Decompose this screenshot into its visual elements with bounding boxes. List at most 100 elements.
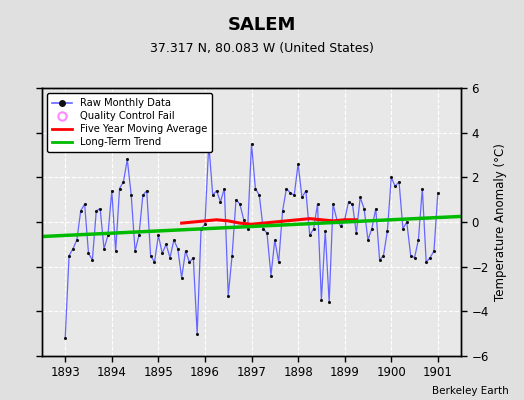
Point [123,156,132,163]
Point [139,192,147,198]
Point [336,223,345,230]
Point [69,246,77,252]
Point [313,201,322,207]
Point [61,335,69,341]
Point [368,226,376,232]
Point [259,226,267,232]
Point [204,141,213,147]
Point [267,272,275,279]
Point [220,185,228,192]
Point [282,185,291,192]
Point [84,250,93,256]
Point [286,190,294,196]
Point [364,237,372,243]
Point [251,185,259,192]
Point [375,257,384,263]
Text: Berkeley Earth: Berkeley Earth [432,386,508,396]
Point [247,141,256,147]
Point [407,252,415,259]
Point [197,226,205,232]
Point [170,237,178,243]
Point [92,208,101,214]
Point [100,246,108,252]
Point [325,299,333,306]
Point [135,232,143,238]
Point [201,221,209,228]
Point [146,252,155,259]
Point [212,188,221,194]
Point [395,178,403,185]
Point [360,206,368,212]
Point [255,192,264,198]
Point [341,216,349,223]
Point [422,259,430,266]
Point [426,254,434,261]
Point [414,237,422,243]
Point [278,208,287,214]
Point [104,232,112,238]
Point [430,248,438,254]
Point [329,201,337,207]
Point [333,216,341,223]
Point [356,194,364,201]
Point [298,194,306,201]
Text: SALEM: SALEM [228,16,296,34]
Point [216,199,225,205]
Point [73,237,81,243]
Point [173,246,182,252]
Text: 37.317 N, 80.083 W (United States): 37.317 N, 80.083 W (United States) [150,42,374,55]
Point [162,241,170,248]
Point [189,254,198,261]
Point [224,292,233,299]
Point [150,259,159,266]
Point [65,252,73,259]
Point [418,185,427,192]
Point [96,206,104,212]
Point [228,252,236,259]
Point [352,230,361,236]
Point [372,206,380,212]
Point [107,188,116,194]
Point [344,199,353,205]
Point [115,185,124,192]
Point [119,178,128,185]
Point [154,232,162,238]
Point [391,183,399,190]
Point [387,174,396,180]
Point [143,188,151,194]
Point [209,192,217,198]
Point [294,161,302,167]
Point [193,330,201,337]
Point [131,248,139,254]
Point [402,219,411,225]
Point [166,254,174,261]
Point [379,252,388,259]
Point [348,201,357,207]
Point [270,237,279,243]
Point [321,228,330,234]
Point [309,226,318,232]
Point [81,201,89,207]
Legend: Raw Monthly Data, Quality Control Fail, Five Year Moving Average, Long-Term Tren: Raw Monthly Data, Quality Control Fail, … [47,93,212,152]
Point [236,201,244,207]
Point [232,196,240,203]
Point [158,250,167,256]
Point [244,226,252,232]
Point [185,259,194,266]
Point [127,192,135,198]
Point [383,228,391,234]
Point [399,226,407,232]
Point [112,248,120,254]
Point [410,254,419,261]
Point [88,257,96,263]
Point [239,216,248,223]
Point [317,297,325,303]
Point [178,275,186,281]
Point [434,190,442,196]
Point [305,232,314,238]
Point [263,230,271,236]
Point [275,259,283,266]
Point [77,208,85,214]
Y-axis label: Temperature Anomaly (°C): Temperature Anomaly (°C) [495,143,507,301]
Point [290,192,299,198]
